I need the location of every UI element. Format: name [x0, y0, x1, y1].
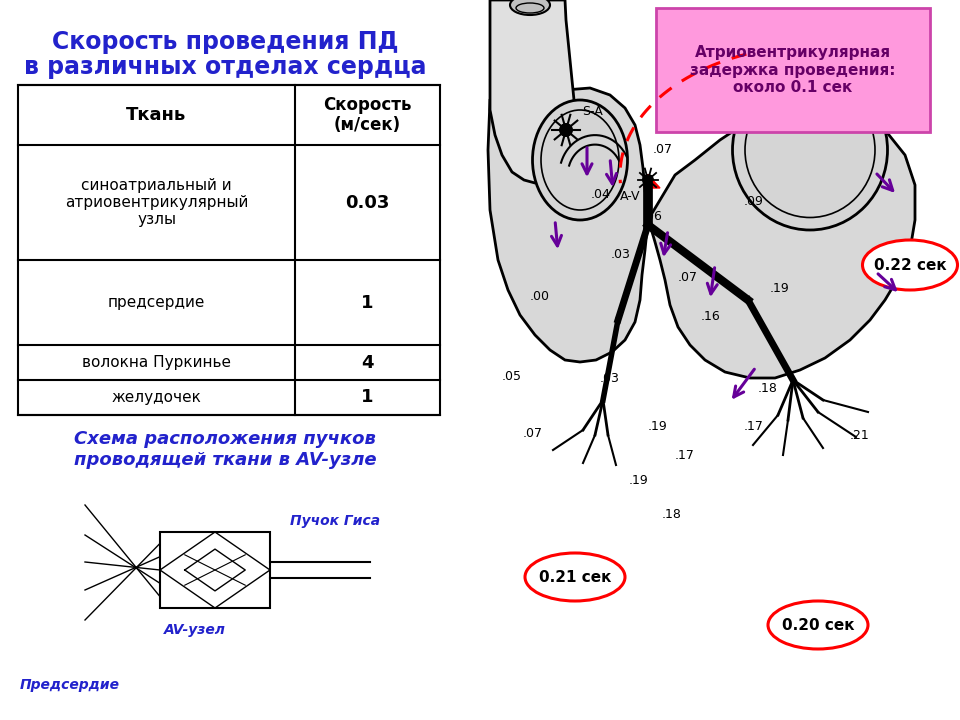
- Text: S-A: S-A: [582, 105, 603, 118]
- Polygon shape: [644, 175, 660, 188]
- Text: Схема расположения пучков
проводящей ткани в AV-узле: Схема расположения пучков проводящей тка…: [74, 430, 376, 469]
- Text: .03: .03: [600, 372, 619, 384]
- Text: в различных отделах сердца: в различных отделах сердца: [24, 55, 426, 79]
- Text: .17: .17: [675, 449, 694, 462]
- Text: Пучок Гиса: Пучок Гиса: [290, 514, 380, 528]
- Text: желудочек: желудочек: [111, 390, 202, 405]
- Text: .21: .21: [850, 429, 869, 442]
- Text: 0.21 сек: 0.21 сек: [539, 570, 612, 585]
- Text: .09: .09: [744, 195, 763, 208]
- Text: 0.20 сек: 0.20 сек: [781, 618, 854, 632]
- Bar: [160, 532, 270, 608]
- Text: волокна Пуркинье: волокна Пуркинье: [82, 355, 231, 370]
- Text: 1: 1: [361, 294, 373, 312]
- FancyBboxPatch shape: [656, 8, 930, 132]
- Bar: [18, 85, 440, 415]
- Text: .07: .07: [653, 143, 672, 156]
- Text: Предсердие: Предсердие: [20, 678, 120, 692]
- Text: 0.03: 0.03: [346, 194, 390, 212]
- Text: Скорость
(м/сек): Скорость (м/сек): [324, 96, 412, 135]
- Ellipse shape: [533, 100, 628, 220]
- Text: .19: .19: [770, 282, 789, 294]
- Text: 1: 1: [361, 389, 373, 407]
- Polygon shape: [490, 0, 575, 183]
- Text: .18: .18: [758, 382, 778, 395]
- Ellipse shape: [525, 553, 625, 601]
- Ellipse shape: [862, 240, 957, 290]
- Text: .07: .07: [523, 427, 542, 440]
- Ellipse shape: [510, 0, 550, 15]
- Text: .06: .06: [643, 210, 662, 222]
- Ellipse shape: [768, 601, 868, 649]
- Text: Скорость проведения ПД: Скорость проведения ПД: [52, 30, 398, 54]
- Text: .17: .17: [744, 420, 763, 433]
- Text: 4: 4: [361, 354, 373, 372]
- Text: Атриовентрикулярная
задержка проведения:
около 0.1 сек: Атриовентрикулярная задержка проведения:…: [690, 45, 896, 95]
- Text: .19: .19: [629, 474, 648, 487]
- Text: Ткань: Ткань: [127, 106, 186, 124]
- Ellipse shape: [732, 70, 887, 230]
- Circle shape: [642, 174, 654, 186]
- Circle shape: [559, 123, 573, 137]
- Text: .18: .18: [662, 508, 682, 521]
- Text: .16: .16: [701, 310, 720, 323]
- Text: A-V: A-V: [620, 190, 640, 203]
- Text: 0.22 сек: 0.22 сек: [874, 258, 947, 272]
- Text: .05: .05: [502, 370, 521, 383]
- Polygon shape: [488, 88, 915, 378]
- Text: .04: .04: [591, 188, 611, 201]
- Text: предсердие: предсердие: [108, 295, 205, 310]
- Text: синоатриальный и
атриовентрикулярный
узлы: синоатриальный и атриовентрикулярный узл…: [65, 178, 249, 228]
- Text: AV-узел: AV-узел: [164, 623, 226, 637]
- Text: .03: .03: [611, 248, 630, 261]
- Text: .19: .19: [648, 420, 667, 433]
- Text: .07: .07: [678, 271, 697, 284]
- Text: .00: .00: [530, 290, 549, 303]
